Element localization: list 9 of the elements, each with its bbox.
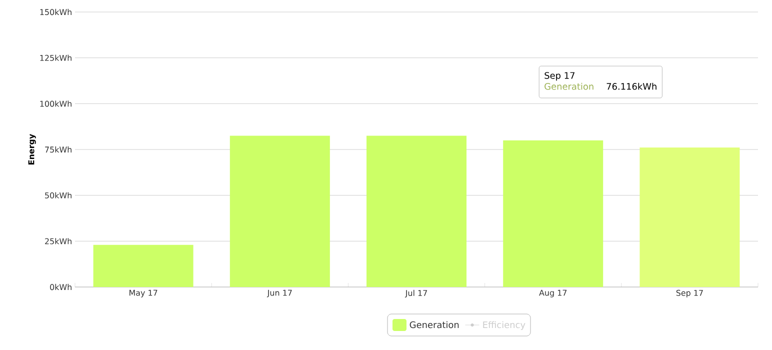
bar xyxy=(503,140,604,287)
bar xyxy=(230,136,330,287)
annotation: Generation xyxy=(544,82,594,90)
legend-label: Generation xyxy=(410,321,459,328)
annotation: Sep 17 xyxy=(544,72,574,81)
bar xyxy=(366,136,467,287)
bar xyxy=(640,147,740,287)
annotation: 76.116kWh xyxy=(606,82,656,90)
bar xyxy=(93,244,194,287)
